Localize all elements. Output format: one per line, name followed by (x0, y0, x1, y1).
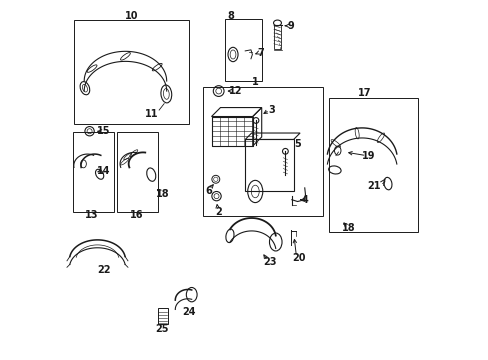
Bar (211, 117, 252, 146)
Text: 24: 24 (182, 307, 195, 317)
Text: 3: 3 (268, 105, 275, 115)
Text: 7: 7 (257, 48, 264, 58)
Text: 9: 9 (286, 21, 293, 31)
Text: 6: 6 (205, 186, 212, 197)
Text: 25: 25 (155, 324, 168, 334)
Bar (117, 132, 158, 212)
Text: 21: 21 (367, 181, 380, 192)
Text: 18: 18 (341, 224, 355, 233)
Text: 4: 4 (302, 195, 308, 205)
Bar (74, 21, 188, 125)
Text: 23: 23 (263, 257, 277, 267)
Bar (158, 308, 167, 324)
Bar (328, 98, 417, 232)
Bar (244, 139, 293, 192)
Text: 14: 14 (96, 166, 110, 176)
Text: 12: 12 (228, 86, 242, 96)
Text: 10: 10 (124, 11, 138, 21)
Text: 1: 1 (251, 77, 258, 87)
Text: 11: 11 (144, 109, 158, 119)
Bar (203, 87, 323, 216)
Text: 8: 8 (227, 11, 234, 21)
Bar (273, 25, 281, 49)
Text: 18: 18 (156, 189, 169, 199)
Text: 2: 2 (215, 207, 222, 217)
Text: 20: 20 (292, 253, 305, 263)
Text: 15: 15 (97, 126, 110, 136)
Bar (224, 19, 262, 81)
Text: 5: 5 (294, 139, 300, 149)
Text: 13: 13 (85, 210, 99, 220)
Text: 17: 17 (357, 88, 370, 98)
Text: 19: 19 (361, 150, 374, 161)
Text: 16: 16 (130, 210, 143, 220)
Bar (73, 132, 114, 212)
Text: 22: 22 (97, 265, 110, 275)
